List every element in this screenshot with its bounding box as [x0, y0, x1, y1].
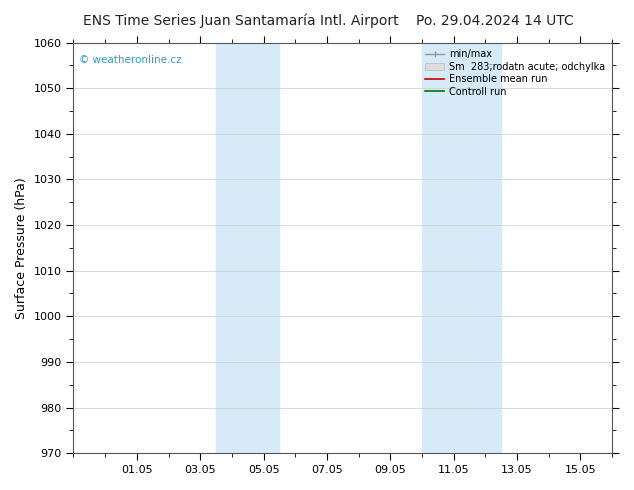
Legend: min/max, Sm  283;rodatn acute; odchylka, Ensemble mean run, Controll run: min/max, Sm 283;rodatn acute; odchylka, …	[423, 48, 607, 98]
Bar	[248, 43, 280, 453]
Bar	[454, 43, 501, 453]
Text: Po. 29.04.2024 14 UTC: Po. 29.04.2024 14 UTC	[416, 14, 573, 28]
Bar	[422, 43, 454, 453]
Y-axis label: Surface Pressure (hPa): Surface Pressure (hPa)	[15, 177, 28, 318]
Bar	[216, 43, 248, 453]
Text: ENS Time Series Juan Santamaría Intl. Airport: ENS Time Series Juan Santamaría Intl. Ai…	[83, 14, 399, 28]
Text: © weatheronline.cz: © weatheronline.cz	[79, 55, 181, 65]
